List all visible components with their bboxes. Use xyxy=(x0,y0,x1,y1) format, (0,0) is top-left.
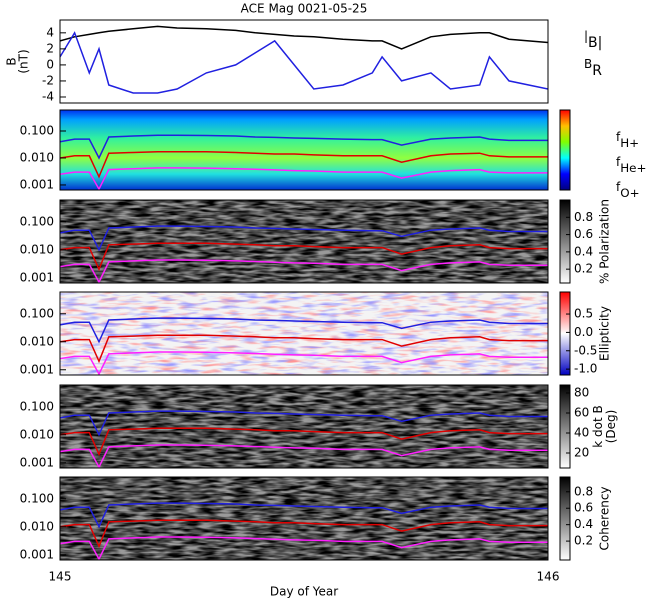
colorbar-tick-label: -0.5 xyxy=(574,343,597,357)
y-tick-label: 0.010 xyxy=(20,334,54,348)
colorbar-tick-label: 0.6 xyxy=(574,501,593,515)
chart-title: ACE Mag 0021-05-25 xyxy=(241,2,368,16)
colorbar-label: % Polarization xyxy=(598,199,612,284)
series-line xyxy=(60,519,548,549)
panel-frame xyxy=(59,199,549,284)
series-line xyxy=(60,444,548,468)
y-tick-label: 4 xyxy=(46,25,54,39)
y-tick-label: 0.100 xyxy=(20,123,54,137)
colorbar-label: Ellipticity xyxy=(598,306,612,361)
colorbar xyxy=(559,476,571,561)
y-tick-label: 0.010 xyxy=(20,242,54,256)
series-line xyxy=(60,225,548,252)
colorbar-tick-label: 0.2 xyxy=(574,262,593,276)
colorbar-tick-label: 0.4 xyxy=(574,517,593,531)
series-line xyxy=(60,536,548,560)
series-line xyxy=(60,167,548,190)
y-tick-label: -4 xyxy=(42,89,54,103)
colorbar xyxy=(559,109,571,191)
series-line xyxy=(60,334,548,364)
colorbar-label: (Deg) xyxy=(604,410,618,444)
colorbar-tick-label: 0.5 xyxy=(574,307,593,321)
series-line xyxy=(60,242,548,272)
spectrogram xyxy=(60,110,548,190)
spectrogram-texture xyxy=(60,385,548,468)
colorbar-tick-label: 20 xyxy=(574,446,589,460)
colorbar-tick-label: 0.0 xyxy=(574,325,593,339)
series-line xyxy=(60,134,548,160)
legend-label: fO+ xyxy=(616,180,640,200)
panel xyxy=(60,477,548,560)
y-tick-label: 0.010 xyxy=(20,427,54,441)
colorbar-tick-label: 60 xyxy=(574,406,589,420)
series-line xyxy=(60,502,548,529)
y-tick-label: 0.100 xyxy=(20,491,54,505)
panel-frame xyxy=(59,476,549,561)
series-line xyxy=(60,317,548,344)
spectrogram-texture xyxy=(60,292,548,375)
colorbar xyxy=(559,384,571,469)
panel xyxy=(60,200,548,283)
colorbar-label: k dot B xyxy=(591,405,605,447)
y-tick-label: 0.001 xyxy=(20,362,54,376)
x-axis-label: Day of Year xyxy=(270,585,338,599)
colorbar-tick-label: 0.6 xyxy=(574,227,593,241)
series-line xyxy=(60,410,548,437)
y-tick-label: 0.100 xyxy=(20,214,54,228)
panel xyxy=(60,385,548,468)
colorbar-tick-label: 0.2 xyxy=(574,534,593,548)
panel-frame xyxy=(59,291,549,376)
series-line xyxy=(60,25,548,50)
panel-frame xyxy=(59,384,549,469)
panel xyxy=(60,292,548,375)
x-tick-label: 145 xyxy=(49,570,72,584)
spectrogram-texture xyxy=(60,200,548,283)
colorbar-tick-label: -1.0 xyxy=(574,362,597,376)
x-tick-label: 146 xyxy=(537,570,560,584)
series-line xyxy=(60,259,548,283)
colorbar xyxy=(559,291,571,376)
y-tick-label: 0.010 xyxy=(20,150,54,164)
y-tick-label: 2 xyxy=(46,41,54,55)
y-tick-label: 0.100 xyxy=(20,306,54,320)
y-tick-label: 0.100 xyxy=(20,399,54,413)
y-axis-label: B xyxy=(5,57,19,65)
y-axis-label: (nT) xyxy=(17,49,31,73)
colorbar-tick-label: 40 xyxy=(574,426,589,440)
y-tick-label: 0.010 xyxy=(20,519,54,533)
panel-frame xyxy=(59,109,549,191)
series-line xyxy=(60,351,548,375)
legend-label: fHe+ xyxy=(616,155,646,175)
series-line xyxy=(60,151,548,179)
y-tick-label: 0.001 xyxy=(20,177,54,191)
panel-frame xyxy=(59,19,549,104)
y-tick-label: -2 xyxy=(42,73,54,87)
y-tick-label: 0.001 xyxy=(20,270,54,284)
y-tick-label: 0.001 xyxy=(20,455,54,469)
colorbar-tick-label: 0.8 xyxy=(574,484,593,498)
y-tick-label: 0.001 xyxy=(20,547,54,561)
legend-label: |B| xyxy=(584,29,602,52)
colorbar-tick-label: 80 xyxy=(574,386,589,400)
colorbar xyxy=(559,199,571,284)
series-line xyxy=(60,427,548,457)
colorbar-tick-label: 0.4 xyxy=(574,244,593,258)
legend-label: BR xyxy=(584,57,602,80)
legend-label: fH+ xyxy=(616,130,639,150)
spectrogram-texture xyxy=(60,477,548,560)
panel xyxy=(60,25,548,94)
panel xyxy=(60,110,548,190)
colorbar-tick-label: 0.8 xyxy=(574,210,593,224)
colorbar-label: Coherency xyxy=(598,486,612,550)
series-line xyxy=(60,31,548,94)
y-tick-label: 0 xyxy=(46,57,54,71)
